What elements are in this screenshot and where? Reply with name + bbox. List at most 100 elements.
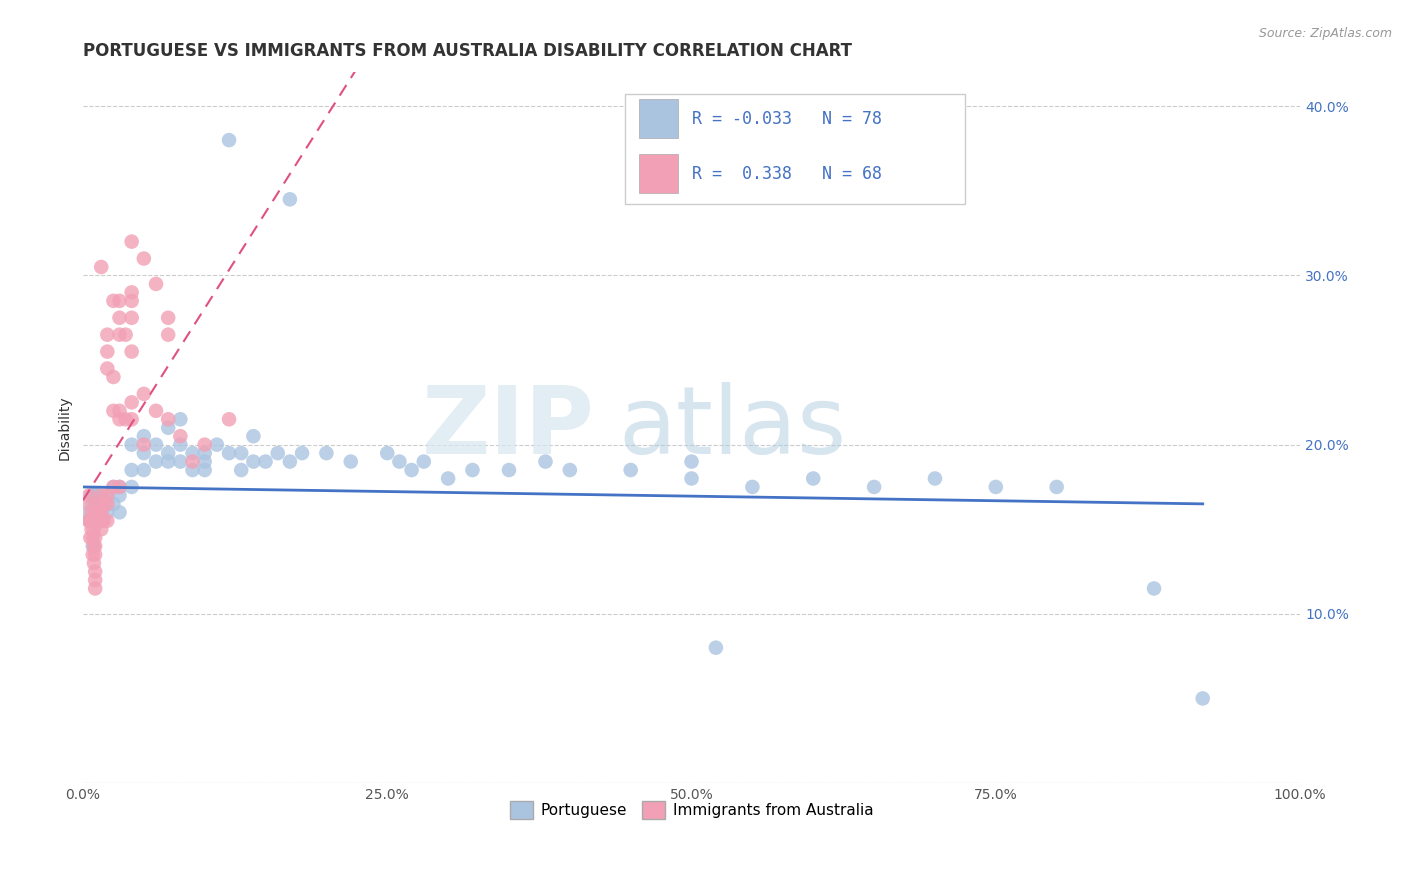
- Point: [77, 514, 100, 528]
- Point: [121, 412, 143, 426]
- Point: [132, 463, 155, 477]
- Point: [132, 429, 155, 443]
- Point: [194, 463, 217, 477]
- Point: [83, 488, 105, 502]
- Point: [169, 454, 191, 468]
- Point: [278, 192, 301, 206]
- Point: [461, 463, 484, 477]
- Point: [96, 344, 118, 359]
- Point: [681, 471, 703, 485]
- Point: [704, 640, 727, 655]
- Point: [103, 497, 125, 511]
- Point: [90, 505, 112, 519]
- Text: atlas: atlas: [619, 382, 846, 474]
- Point: [93, 497, 115, 511]
- Point: [103, 370, 125, 384]
- Point: [121, 395, 143, 409]
- Point: [108, 480, 131, 494]
- Point: [108, 404, 131, 418]
- Point: [96, 361, 118, 376]
- Point: [121, 285, 143, 300]
- Point: [1046, 480, 1069, 494]
- FancyBboxPatch shape: [640, 154, 678, 194]
- Point: [145, 404, 167, 418]
- Point: [86, 514, 108, 528]
- Point: [169, 429, 191, 443]
- Point: [84, 505, 107, 519]
- Point: [121, 480, 143, 494]
- Point: [82, 531, 104, 545]
- Point: [1191, 691, 1213, 706]
- Point: [291, 446, 314, 460]
- Point: [132, 437, 155, 451]
- Point: [77, 488, 100, 502]
- Text: R =  0.338   N = 68: R = 0.338 N = 68: [692, 165, 882, 183]
- Point: [339, 454, 361, 468]
- Point: [132, 446, 155, 460]
- Point: [145, 437, 167, 451]
- Point: [96, 488, 118, 502]
- Point: [205, 437, 228, 451]
- Point: [93, 514, 115, 528]
- Point: [741, 480, 763, 494]
- Point: [315, 446, 337, 460]
- FancyBboxPatch shape: [640, 99, 678, 138]
- Point: [145, 454, 167, 468]
- Point: [77, 497, 100, 511]
- Point: [218, 133, 240, 147]
- Point: [86, 514, 108, 528]
- Point: [80, 505, 103, 519]
- Point: [82, 514, 104, 528]
- Point: [77, 514, 100, 528]
- Point: [157, 327, 180, 342]
- Point: [114, 412, 136, 426]
- Point: [96, 497, 118, 511]
- Point: [84, 514, 107, 528]
- Point: [82, 539, 104, 553]
- Point: [242, 429, 264, 443]
- Point: [620, 463, 643, 477]
- Point: [157, 412, 180, 426]
- Point: [89, 514, 111, 528]
- Point: [77, 505, 100, 519]
- Point: [83, 556, 105, 570]
- Point: [84, 531, 107, 545]
- Point: [437, 471, 460, 485]
- Point: [169, 412, 191, 426]
- Point: [83, 522, 105, 536]
- Point: [84, 565, 107, 579]
- Point: [84, 582, 107, 596]
- Point: [132, 387, 155, 401]
- Point: [231, 446, 253, 460]
- Point: [108, 327, 131, 342]
- Point: [121, 293, 143, 308]
- Text: PORTUGUESE VS IMMIGRANTS FROM AUSTRALIA DISABILITY CORRELATION CHART: PORTUGUESE VS IMMIGRANTS FROM AUSTRALIA …: [83, 42, 852, 60]
- Point: [132, 252, 155, 266]
- Text: ZIP: ZIP: [422, 382, 595, 474]
- Point: [96, 505, 118, 519]
- Text: Source: ZipAtlas.com: Source: ZipAtlas.com: [1258, 27, 1392, 40]
- Y-axis label: Disability: Disability: [58, 395, 72, 460]
- Point: [83, 514, 105, 528]
- Point: [401, 463, 423, 477]
- Point: [145, 277, 167, 291]
- Point: [90, 522, 112, 536]
- Point: [79, 514, 101, 528]
- Point: [375, 446, 398, 460]
- Point: [87, 497, 110, 511]
- Point: [388, 454, 411, 468]
- Point: [1143, 582, 1166, 596]
- Point: [218, 412, 240, 426]
- Point: [108, 310, 131, 325]
- Point: [924, 471, 946, 485]
- Point: [108, 412, 131, 426]
- Point: [181, 446, 204, 460]
- Point: [169, 437, 191, 451]
- Point: [83, 539, 105, 553]
- Point: [121, 463, 143, 477]
- Point: [194, 437, 217, 451]
- Point: [108, 488, 131, 502]
- Point: [801, 471, 824, 485]
- Point: [84, 505, 107, 519]
- Point: [534, 454, 557, 468]
